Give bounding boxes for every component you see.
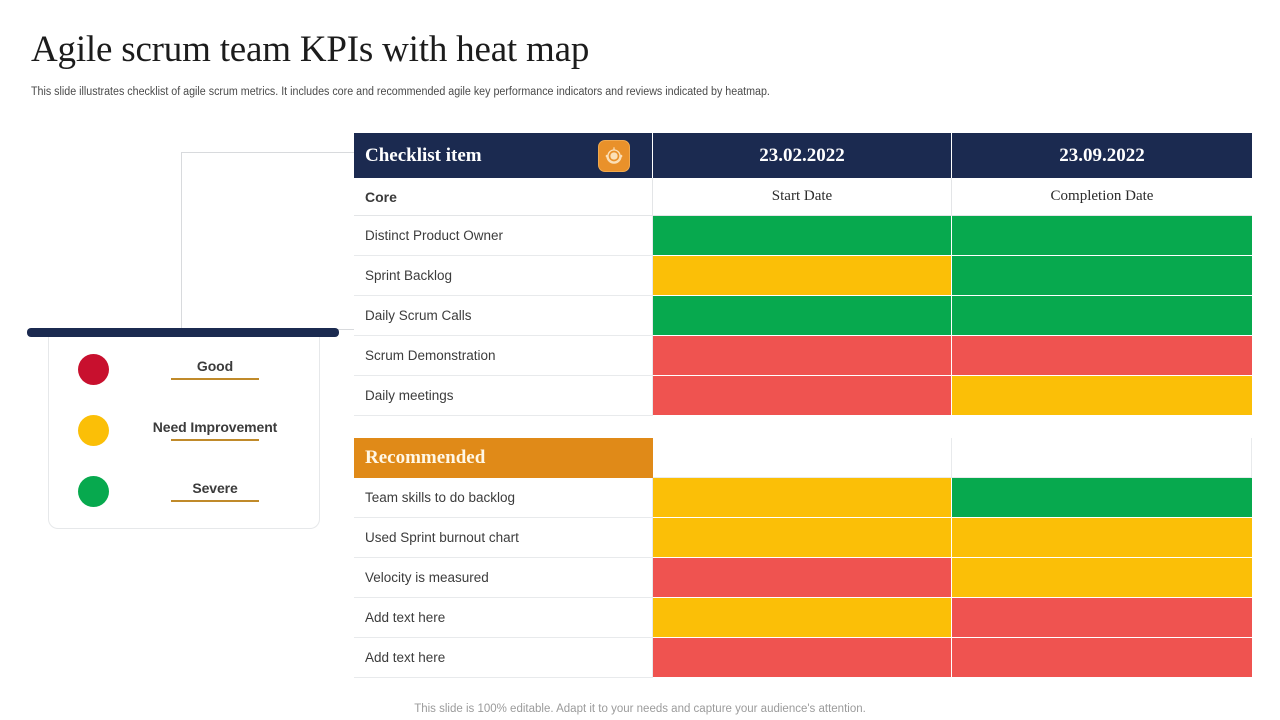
table-row: Daily Scrum Calls xyxy=(354,296,1252,336)
decorative-outline-box xyxy=(181,152,361,330)
row-label: Add text here xyxy=(354,598,653,638)
legend-item-need-improvement: Need Improvement xyxy=(49,398,321,462)
heat-cell-start[interactable] xyxy=(653,478,952,518)
row-label: Daily Scrum Calls xyxy=(354,296,653,336)
legend-swatch-red xyxy=(78,353,109,385)
recommended-rows-group: Team skills to do backlog Used Sprint bu… xyxy=(354,478,1252,678)
legend-underline-good xyxy=(171,378,259,380)
heat-cell-start[interactable] xyxy=(653,598,952,638)
table-row: Daily meetings xyxy=(354,376,1252,416)
table-row: Used Sprint burnout chart xyxy=(354,518,1252,558)
legend-swatch-green xyxy=(78,475,109,507)
subheader-label-core: Core xyxy=(365,188,397,205)
legend-underline-severe xyxy=(171,500,259,502)
legend-label-good: Good xyxy=(196,358,234,375)
row-label: Used Sprint burnout chart xyxy=(354,518,653,558)
heat-cell-completion[interactable] xyxy=(952,256,1252,296)
table-row: Velocity is measured xyxy=(354,558,1252,598)
table-row: Team skills to do backlog xyxy=(354,478,1252,518)
row-label: Daily meetings xyxy=(354,376,653,416)
heat-cell-completion[interactable] xyxy=(952,598,1252,638)
row-label: Team skills to do backlog xyxy=(354,478,653,518)
heat-cell-start[interactable] xyxy=(653,216,952,256)
table-row: Add text here xyxy=(354,598,1252,638)
table-row: Scrum Demonstration xyxy=(354,336,1252,376)
row-label: Sprint Backlog xyxy=(354,256,653,296)
row-label: Scrum Demonstration xyxy=(354,336,653,376)
legend-item-good: Good xyxy=(49,337,321,401)
table-row: Add text here xyxy=(354,638,1252,678)
page-subtitle: This slide illustrates checklist of agil… xyxy=(31,86,770,98)
legend-swatch-yellow xyxy=(78,414,109,446)
header-cell-date-start: 23.02.2022 xyxy=(653,133,952,178)
legend-text-need-improvement: Need Improvement xyxy=(115,419,315,441)
recommended-header-row: Recommended xyxy=(354,438,1252,478)
header-cell-checklist-item: Checklist item xyxy=(354,133,653,178)
table-row: Sprint Backlog xyxy=(354,256,1252,296)
heat-cell-completion[interactable] xyxy=(952,638,1252,678)
slide-footer: This slide is 100% editable. Adapt it to… xyxy=(414,703,866,715)
heat-cell-completion[interactable] xyxy=(952,336,1252,376)
heat-cell-start[interactable] xyxy=(653,336,952,376)
recommended-header-label: Recommended xyxy=(365,447,486,468)
heat-cell-start[interactable] xyxy=(653,296,952,336)
row-label: Add text here xyxy=(354,638,653,678)
legend-underline-need-improvement xyxy=(171,439,259,441)
kpi-heatmap-table: Checklist item 23.02.2022 23.09.2022 xyxy=(354,133,1252,678)
row-label: Velocity is measured xyxy=(354,558,653,598)
heat-cell-completion[interactable] xyxy=(952,478,1252,518)
subheader-label-completion-date: Completion Date xyxy=(1050,188,1154,204)
legend-card: Good Need Improvement Severe xyxy=(48,337,320,529)
heat-cell-start[interactable] xyxy=(653,256,952,296)
subheader-cell-core: Core xyxy=(354,178,653,216)
legend-item-severe: Severe xyxy=(49,459,321,523)
target-icon xyxy=(598,139,630,172)
header-cell-date-completion: 23.09.2022 xyxy=(952,133,1252,178)
heat-cell-start[interactable] xyxy=(653,558,952,598)
legend-text-good: Good xyxy=(115,358,315,380)
legend-label-severe: Severe xyxy=(192,480,238,497)
legend-label-need-improvement: Need Improvement xyxy=(152,419,278,436)
heat-cell-completion[interactable] xyxy=(952,518,1252,558)
row-label: Distinct Product Owner xyxy=(354,216,653,256)
heat-cell-completion[interactable] xyxy=(952,296,1252,336)
section-gap xyxy=(354,416,1252,438)
heat-cell-completion[interactable] xyxy=(952,558,1252,598)
subheader-cell-completion-date: Completion Date xyxy=(952,178,1252,216)
header-label-date-start: 23.02.2022 xyxy=(759,144,845,166)
legend-top-bar xyxy=(27,328,339,337)
header-label-checklist-item: Checklist item xyxy=(365,144,482,166)
heat-cell-start[interactable] xyxy=(653,518,952,558)
heat-cell-start[interactable] xyxy=(653,376,952,416)
table-subheader-row: Core Start Date Completion Date xyxy=(354,178,1252,216)
heat-cell-start[interactable] xyxy=(653,638,952,678)
legend-text-severe: Severe xyxy=(115,480,315,502)
heat-cell-completion[interactable] xyxy=(952,376,1252,416)
table-row: Distinct Product Owner xyxy=(354,216,1252,256)
core-rows-group: Distinct Product Owner Sprint Backlog Da… xyxy=(354,216,1252,416)
heat-cell-completion[interactable] xyxy=(952,216,1252,256)
subheader-cell-start-date: Start Date xyxy=(653,178,952,216)
page-title: Agile scrum team KPIs with heat map xyxy=(31,29,590,70)
subheader-label-start-date: Start Date xyxy=(771,188,833,204)
table-header-row: Checklist item 23.02.2022 23.09.2022 xyxy=(354,133,1252,178)
recommended-header-label-cell: Recommended xyxy=(354,438,653,478)
recommended-header-blank-start xyxy=(653,438,952,478)
recommended-header-blank-completion xyxy=(952,438,1252,478)
header-label-date-completion: 23.09.2022 xyxy=(1059,144,1145,166)
